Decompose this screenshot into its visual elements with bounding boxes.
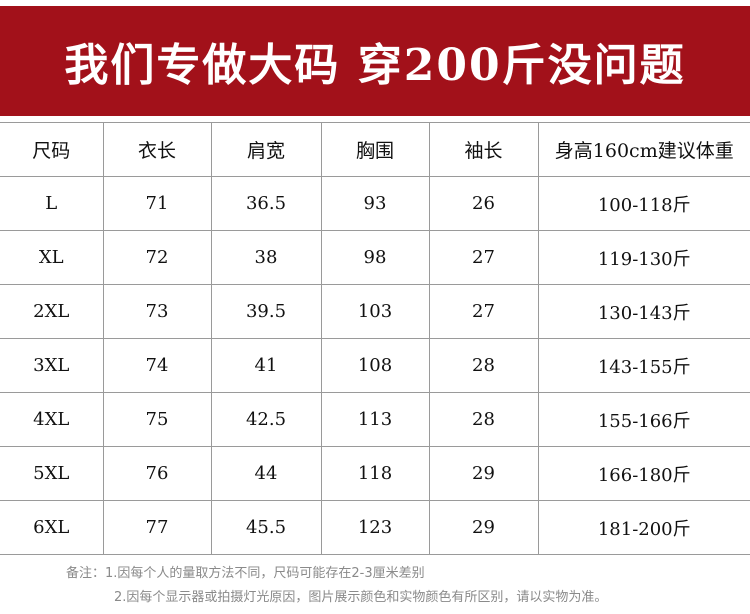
cell-sleeve: 28 (428, 392, 539, 447)
table-row: 5XL 76 44 118 29 166-180斤 (0, 446, 750, 501)
cell-weight: 119-130斤 (537, 230, 750, 285)
cell-chest: 113 (320, 392, 430, 447)
cell-weight: 155-166斤 (537, 392, 750, 447)
table-header-row: 尺码 衣长 肩宽 胸围 袖长 身高160cm建议体重 (0, 122, 750, 177)
cell-size: L (0, 176, 104, 231)
cell-length: 72 (102, 230, 212, 285)
cell-chest: 98 (320, 230, 430, 285)
cell-sleeve: 29 (428, 446, 539, 501)
table-row: 2XL 73 39.5 103 27 130-143斤 (0, 284, 750, 339)
cell-weight: 130-143斤 (537, 284, 750, 339)
banner-title: 我们专做大码 穿200斤没问题 (64, 40, 686, 91)
table-row: L 71 36.5 93 26 100-118斤 (0, 176, 750, 231)
cell-sleeve: 28 (428, 338, 539, 393)
cell-weight: 166-180斤 (537, 446, 750, 501)
cell-chest: 108 (320, 338, 430, 393)
cell-chest: 93 (320, 176, 430, 231)
header-chest: 胸围 (320, 122, 430, 177)
cell-length: 75 (102, 392, 212, 447)
cell-chest: 118 (320, 446, 430, 501)
cell-shoulder: 44 (210, 446, 322, 501)
cell-shoulder: 45.5 (210, 500, 322, 555)
cell-size: 2XL (0, 284, 104, 339)
note-line-1: 备注：1.因每个人的量取方法不同，尺码可能存在2-3厘米差别 (66, 566, 425, 581)
cell-length: 74 (102, 338, 212, 393)
cell-length: 76 (102, 446, 212, 501)
cell-length: 71 (102, 176, 212, 231)
notes-section: 备注：1.因每个人的量取方法不同，尺码可能存在2-3厘米差别 2.因每个显示器或… (0, 562, 750, 610)
cell-sleeve: 26 (428, 176, 539, 231)
header-size: 尺码 (0, 122, 104, 177)
cell-size: 4XL (0, 392, 104, 447)
table-row: 4XL 75 42.5 113 28 155-166斤 (0, 392, 750, 447)
cell-shoulder: 36.5 (210, 176, 322, 231)
cell-size: 6XL (0, 500, 104, 555)
cell-weight: 100-118斤 (537, 176, 750, 231)
cell-shoulder: 39.5 (210, 284, 322, 339)
header-weight: 身高160cm建议体重 (537, 122, 750, 177)
cell-length: 77 (102, 500, 212, 555)
table-row: 6XL 77 45.5 123 29 181-200斤 (0, 500, 750, 555)
note-line-2: 2.因每个显示器或拍摄灯光原因，图片展示颜色和实物颜色有所区别，请以实物为准。 (114, 590, 608, 605)
size-chart-table: 尺码 衣长 肩宽 胸围 袖长 身高160cm建议体重 L 71 36.5 93 … (0, 122, 750, 555)
header-length: 衣长 (102, 122, 212, 177)
cell-chest: 103 (320, 284, 430, 339)
cell-sleeve: 27 (428, 284, 539, 339)
cell-length: 73 (102, 284, 212, 339)
cell-weight: 143-155斤 (537, 338, 750, 393)
cell-size: 3XL (0, 338, 104, 393)
title-banner: 我们专做大码 穿200斤没问题 (0, 6, 750, 116)
cell-sleeve: 29 (428, 500, 539, 555)
cell-weight: 181-200斤 (537, 500, 750, 555)
table-row: XL 72 38 98 27 119-130斤 (0, 230, 750, 285)
cell-size: 5XL (0, 446, 104, 501)
cell-shoulder: 42.5 (210, 392, 322, 447)
cell-size: XL (0, 230, 104, 285)
header-sleeve: 袖长 (428, 122, 539, 177)
cell-shoulder: 38 (210, 230, 322, 285)
cell-shoulder: 41 (210, 338, 322, 393)
cell-sleeve: 27 (428, 230, 539, 285)
header-shoulder: 肩宽 (210, 122, 322, 177)
cell-chest: 123 (320, 500, 430, 555)
table-row: 3XL 74 41 108 28 143-155斤 (0, 338, 750, 393)
